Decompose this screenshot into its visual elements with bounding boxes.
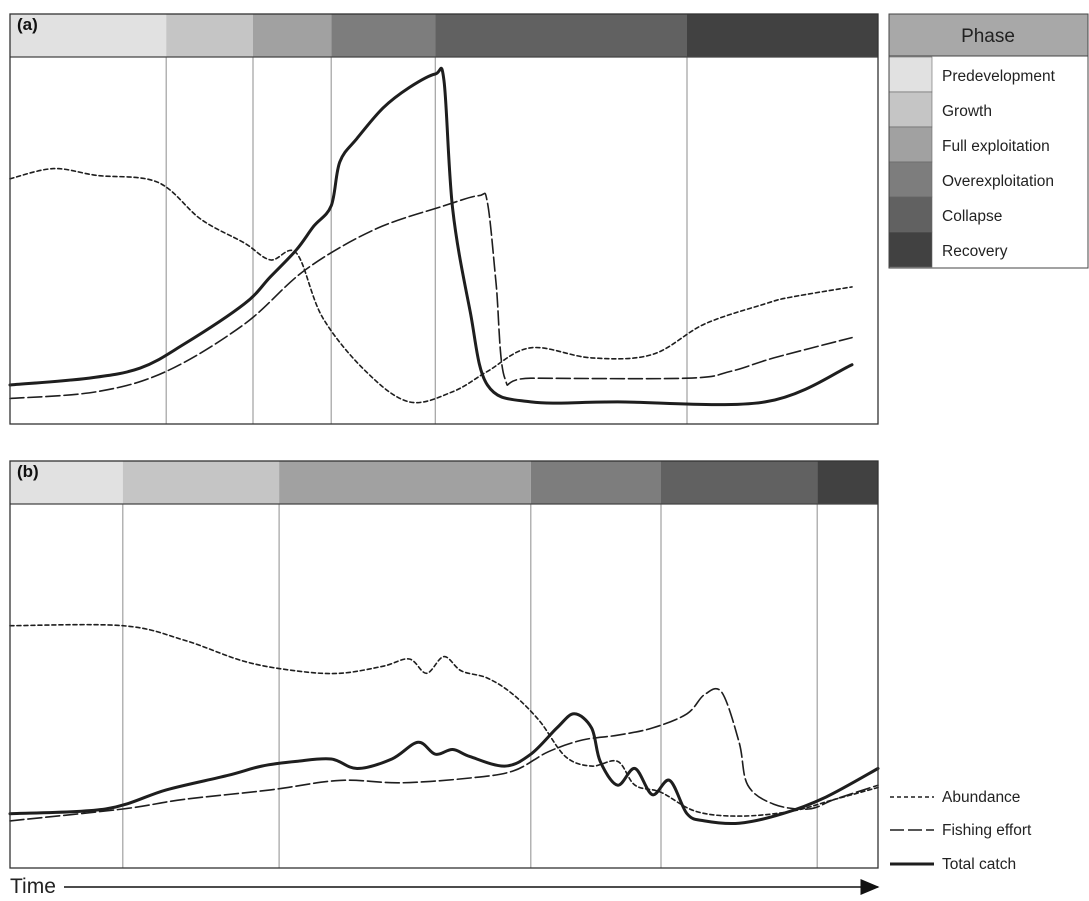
phase-legend-items: Predevelopment Growth Full exploitation Ove…	[888, 56, 1056, 268]
total-catch-legend-label: Total catch	[942, 856, 1016, 873]
line-legend-item-total-catch: Total catch	[890, 856, 1016, 873]
phase-legend-label-recovery: Recovery	[942, 243, 1008, 260]
phase-legend: Phase Predevelopment Growth Full exploitat…	[888, 13, 1089, 269]
panel-b-band-growth	[122, 461, 279, 504]
panel-b-series	[8, 623, 880, 826]
panel-a-frame	[9, 13, 879, 425]
panel-b-label: (b)	[17, 462, 39, 481]
panel-a-band-predevelopment	[10, 14, 167, 57]
panel-a-series-abundance	[9, 167, 853, 404]
panel-b-series-total-catch	[8, 712, 880, 826]
phase-legend-label-predevelopment: Predevelopment	[942, 68, 1056, 85]
panel-a-band-collapse	[435, 14, 687, 57]
phase-swatch-full-exploitation	[888, 126, 933, 163]
phase-swatch-recovery	[888, 231, 933, 268]
panel-a-series-total-catch	[8, 66, 854, 407]
panel-a-band-full-exploitation	[253, 14, 332, 57]
panel-b-frame	[9, 460, 879, 869]
panel-b-series-fishing-effort	[9, 687, 879, 822]
line-legend-item-fishing-effort: Fishing effort	[890, 822, 1032, 839]
panel-b-plot-area	[10, 504, 878, 868]
panel-a-band-recovery	[687, 14, 878, 57]
time-axis-label: Time	[10, 875, 56, 898]
panel-b-band-collapse	[661, 461, 818, 504]
phase-legend-header	[888, 13, 1089, 57]
panel-a-phase-boundaries	[10, 56, 878, 424]
panel-a: (a)	[8, 13, 879, 425]
phase-swatch-predevelopment	[888, 56, 933, 93]
line-legend: Abundance Fishing effort Total catch	[890, 789, 1032, 873]
fishing-effort-legend-label: Fishing effort	[942, 822, 1032, 839]
time-axis: Time	[10, 875, 880, 898]
panel-b: (b)	[8, 460, 880, 869]
panel-b-phase-bands	[10, 461, 878, 868]
line-legend-item-abundance: Abundance	[890, 789, 1020, 806]
panel-b-band-overexploitation	[530, 461, 661, 504]
phase-legend-frame	[888, 13, 1089, 269]
panel-b-band-predevelopment	[10, 461, 123, 504]
panel-b-band-recovery	[817, 461, 878, 504]
phase-swatch-overexploitation	[888, 161, 933, 198]
panel-a-series	[8, 66, 854, 407]
phase-legend-label-growth: Growth	[942, 103, 992, 120]
phase-swatch-collapse	[888, 196, 933, 233]
phase-swatch-growth	[888, 91, 933, 128]
panel-b-series-abundance	[9, 623, 879, 817]
panel-a-band-overexploitation	[331, 14, 436, 57]
phase-legend-label-full-exploitation: Full exploitation	[942, 138, 1050, 155]
panel-a-series-fishing-effort	[9, 192, 853, 400]
panel-a-band-growth	[166, 14, 253, 57]
phase-legend-label-collapse: Collapse	[942, 208, 1002, 225]
abundance-legend-label: Abundance	[942, 789, 1020, 806]
phase-legend-title: Phase	[961, 26, 1015, 47]
panel-b-band-full-exploitation	[279, 461, 531, 504]
phase-legend-label-overexploitation: Overexploitation	[942, 173, 1054, 190]
panel-a-label: (a)	[17, 15, 38, 34]
